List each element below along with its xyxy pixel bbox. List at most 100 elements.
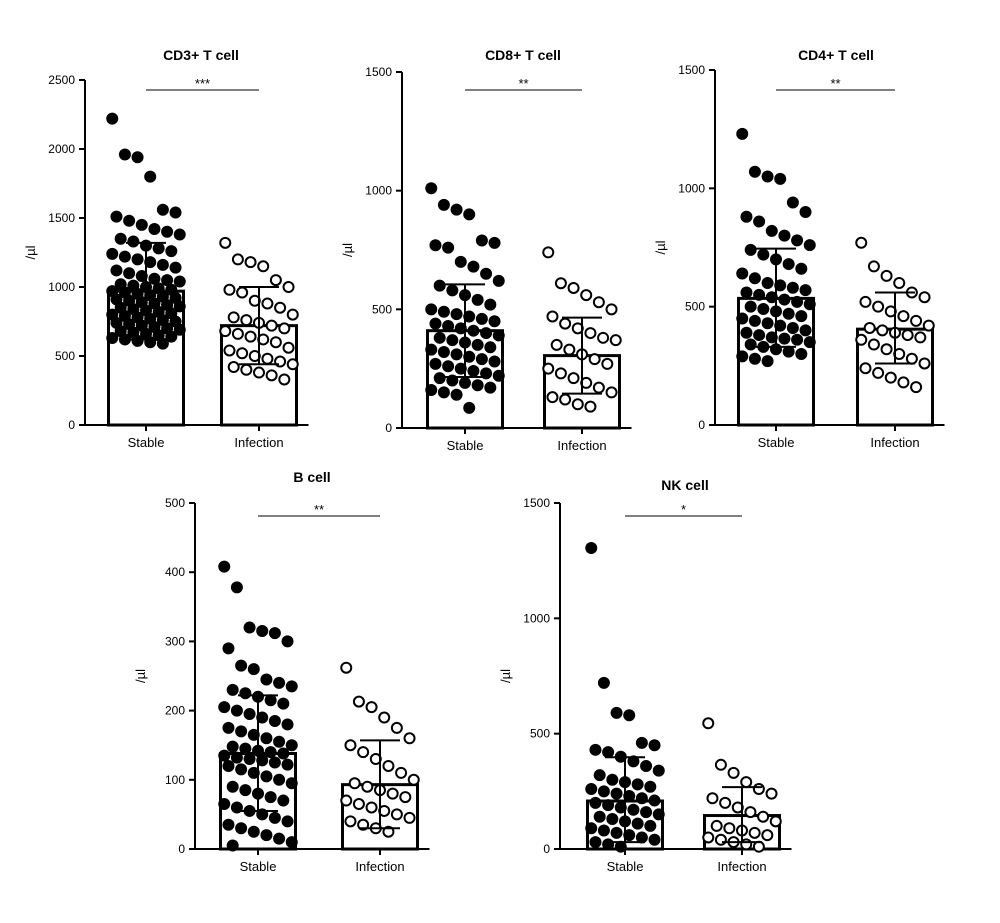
data-point [757,248,770,261]
data-point [803,336,816,349]
data-point [260,673,273,686]
data-point [635,792,648,805]
data-point [585,822,598,835]
data-point [467,365,480,378]
data-point [761,277,774,289]
y-tick-label: 2000 [48,142,75,156]
data-point [261,297,274,310]
data-point [757,303,770,316]
data-point [799,284,812,297]
data-point [226,683,239,696]
data-point [285,777,298,790]
data-point [230,581,243,594]
data-point [230,704,243,717]
data-point [425,303,438,316]
x-tick-label: Infection [355,859,404,874]
data-point [567,281,580,294]
data-point [227,311,240,324]
data-point [437,346,450,359]
data-point [799,324,812,337]
data-point [752,840,765,853]
data-point [269,336,282,349]
data-point [918,357,931,370]
data-point [450,308,463,321]
panel-3: B cell 0 100 200 300 400 500/µl Stable Infection… [133,469,430,874]
data-point [110,210,123,223]
y-axis-label: /µl [133,669,148,683]
data-point [702,831,715,844]
data-point [433,331,446,344]
data-point [265,369,278,382]
data-point [610,787,623,800]
data-point [880,343,893,356]
data-point [106,112,119,125]
data-point [631,817,644,830]
data-point [282,281,295,293]
significance-label: ** [314,502,324,517]
data-point [635,736,648,749]
data-point [614,840,627,853]
y-tick-label: 1500 [523,496,550,510]
data-point [437,198,450,211]
y-tick-label: 0 [178,842,185,856]
data-point [281,758,294,771]
data-point [135,218,148,231]
data-point [161,274,174,287]
chart-title: NK cell [661,477,708,493]
data-point [425,384,438,397]
data-point [459,376,471,389]
y-axis-label: /µl [653,240,668,254]
data-point [240,314,253,327]
significance-label: ** [830,76,840,91]
data-point [706,792,719,805]
data-point [390,808,403,821]
data-point [243,708,256,721]
data-point [282,341,295,354]
data-point [227,361,240,374]
significance-label: ** [518,76,528,91]
panel-0: CD3+ T cell 0 500 1000 1500 2000 2500/µl Stable… [23,47,309,450]
data-point [260,770,273,783]
data-point [631,778,644,791]
data-point [786,196,799,209]
data-point [778,332,791,345]
data-point [256,625,269,638]
data-point [744,243,757,256]
x-tick-label: Infection [870,435,919,450]
data-point [593,810,606,823]
data-point [226,839,239,852]
data-point [786,281,799,294]
data-point [268,627,281,640]
data-point [727,766,740,779]
data-point [589,796,602,809]
data-point [609,334,622,347]
data-point [652,764,665,777]
data-point [480,367,493,380]
y-tick-label: 0 [68,418,75,432]
data-point [791,333,804,346]
data-point [244,256,257,269]
data-point [753,215,766,228]
data-point [222,818,235,831]
data-point [463,208,476,221]
data-point [488,315,501,328]
data-point [239,784,252,797]
data-point [714,758,727,771]
data-point [344,815,357,828]
data-point [584,327,597,340]
data-point [488,236,501,249]
data-point [268,756,281,769]
data-point [748,826,761,839]
data-point [285,680,298,693]
y-tick-label: 1000 [48,280,75,294]
x-tick-label: Infection [557,438,606,453]
data-point [173,300,186,313]
data-point [463,401,476,414]
data-point [437,305,450,318]
data-point [736,127,749,140]
data-point [230,751,243,764]
data-point [218,701,231,714]
data-point [799,206,812,218]
data-point [791,295,804,308]
data-point [247,825,260,838]
